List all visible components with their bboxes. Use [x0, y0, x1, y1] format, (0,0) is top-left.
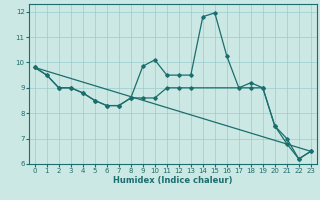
X-axis label: Humidex (Indice chaleur): Humidex (Indice chaleur): [113, 176, 233, 185]
